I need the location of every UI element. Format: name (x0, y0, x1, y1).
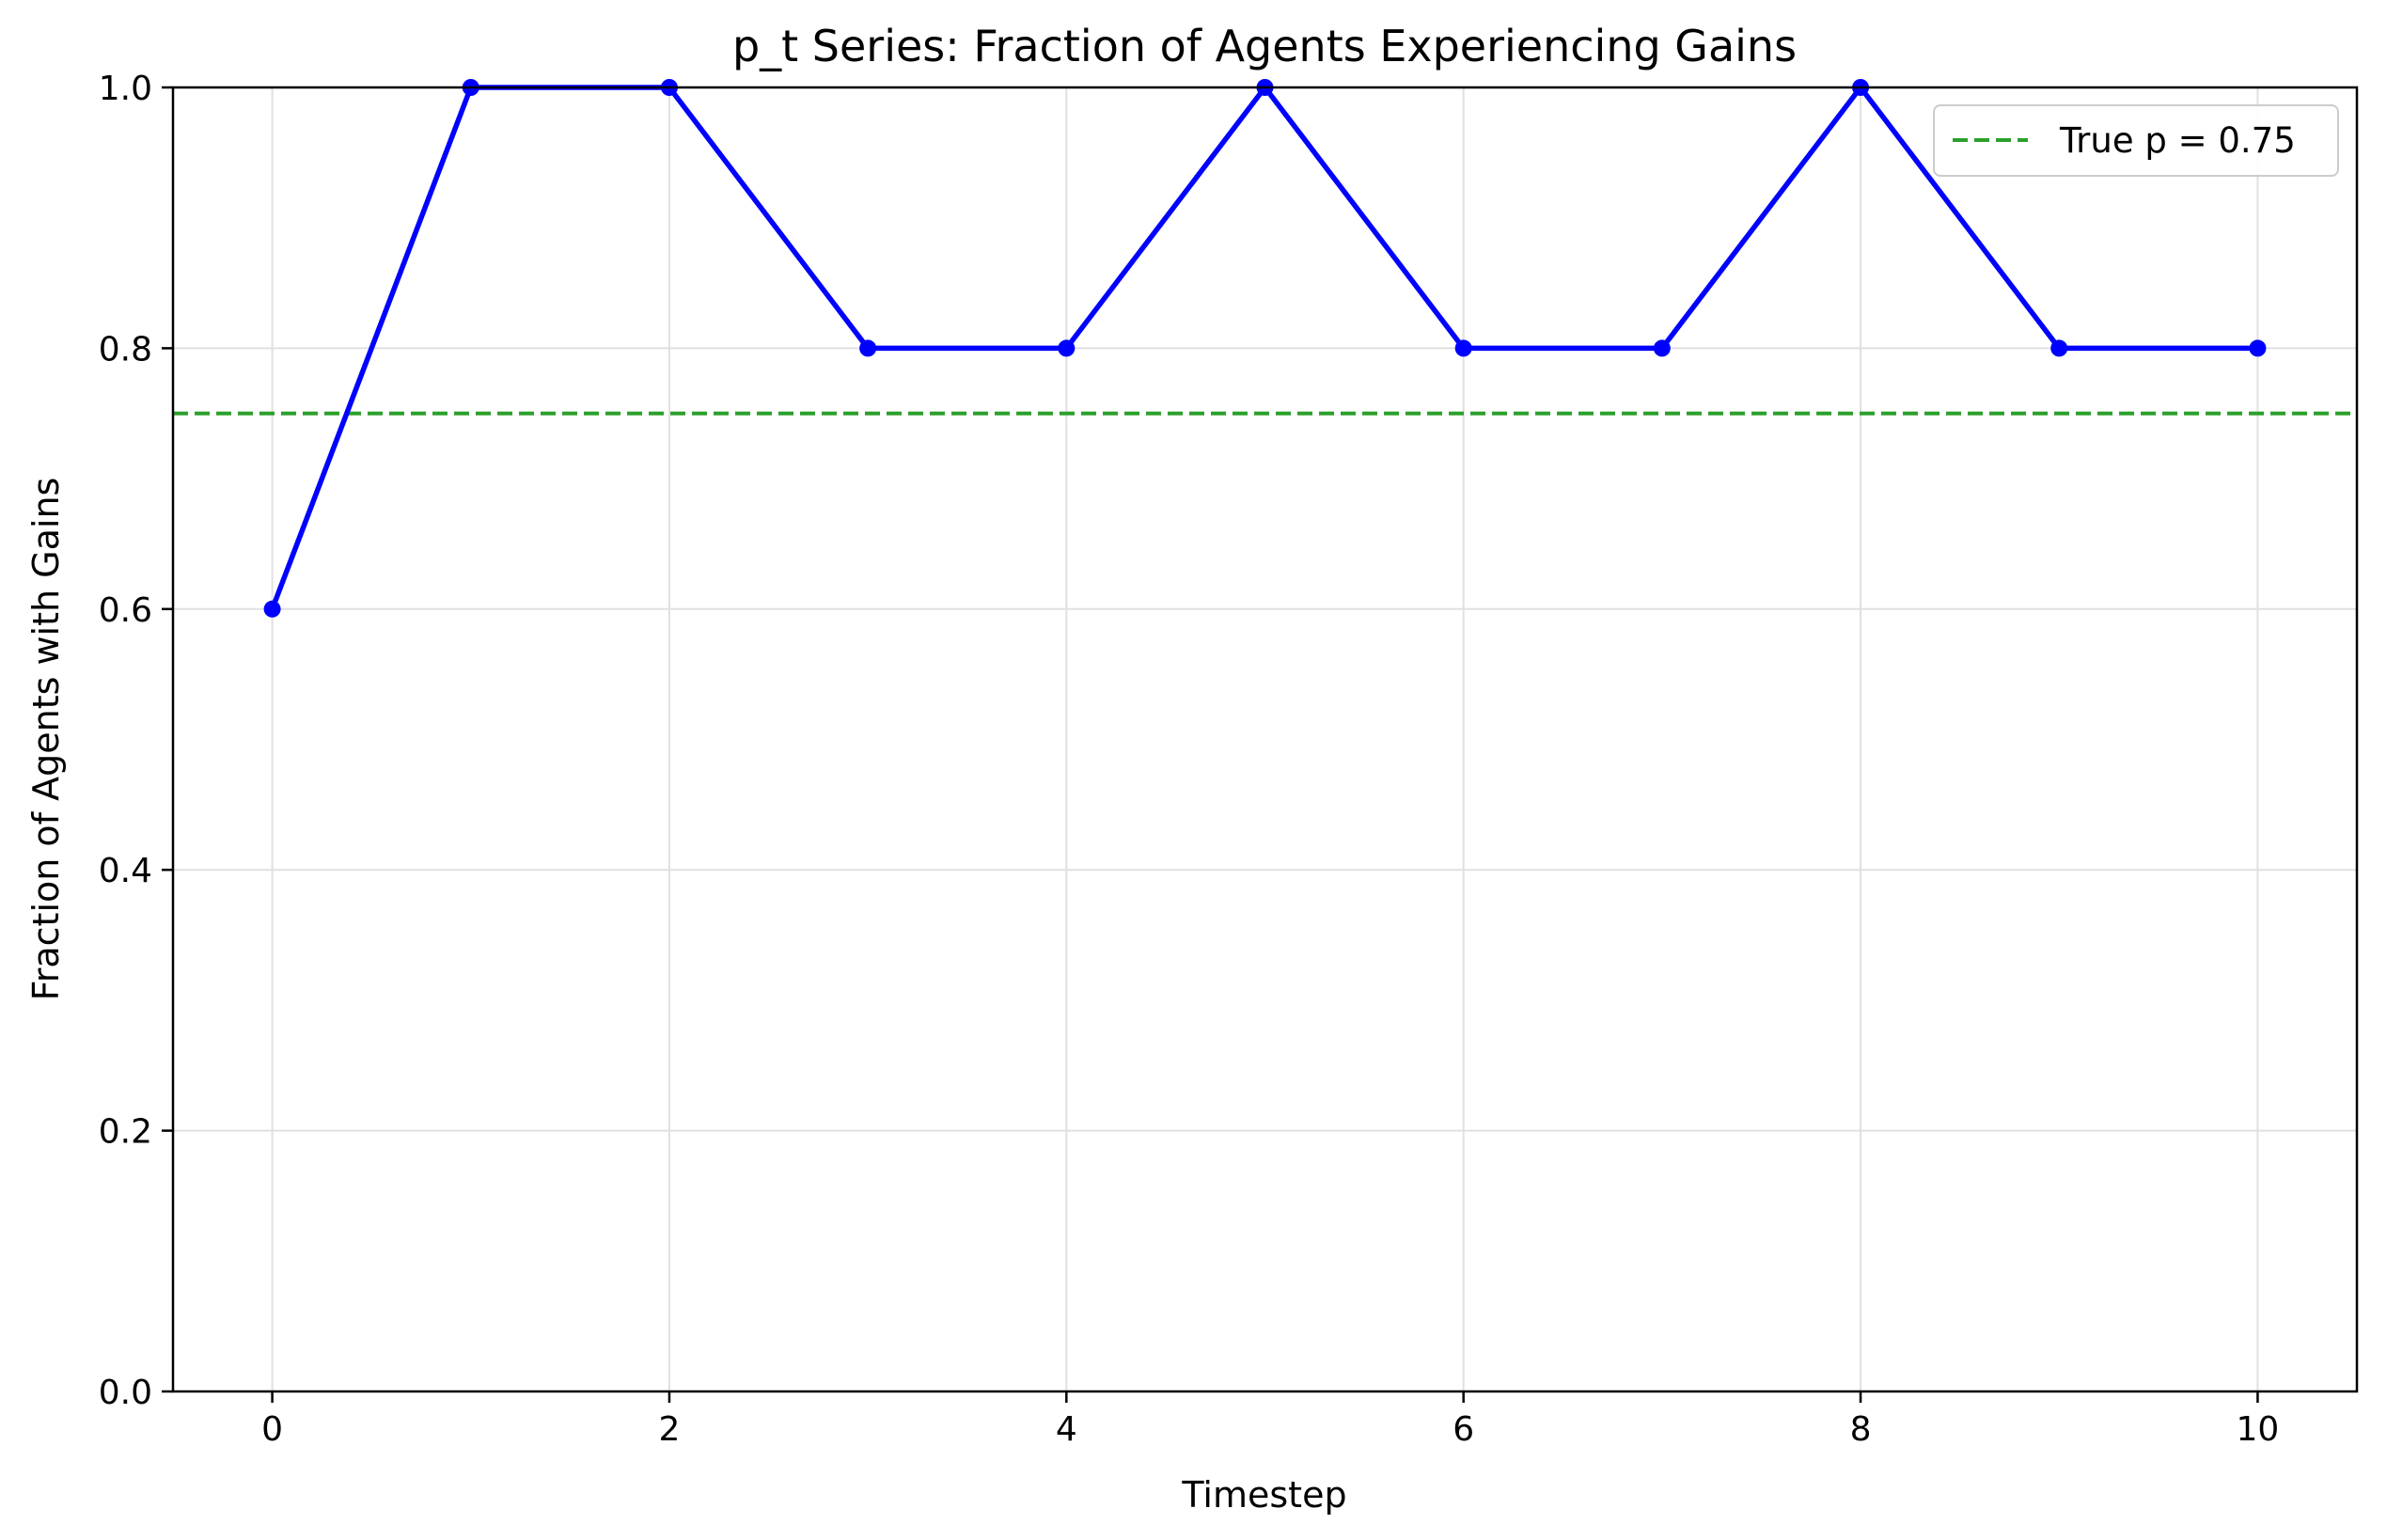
series-point (1454, 339, 1472, 357)
x-tick-label: 2 (659, 1410, 681, 1449)
legend: True p = 0.75 (1933, 104, 2339, 177)
y-tick-label: 0.2 (99, 1113, 152, 1152)
x-tick-label: 0 (261, 1410, 283, 1449)
x-tick-label: 10 (2237, 1410, 2280, 1449)
x-tick-label: 4 (1056, 1410, 1077, 1449)
y-axis-label: Fraction of Agents with Gains (25, 478, 67, 1001)
y-tick-label: 1.0 (99, 70, 152, 108)
y-tick-label: 0.0 (99, 1374, 152, 1412)
series-point (2050, 339, 2068, 357)
chart-title: p_t Series: Fraction of Agents Experienc… (732, 21, 1797, 71)
y-axis-ticks: 0.0 0.2 0.4 0.6 0.8 1.0 (99, 70, 173, 1412)
series-point (1653, 339, 1671, 357)
x-tick-label: 6 (1453, 1410, 1474, 1449)
x-axis-ticks: 0 2 4 6 8 10 (261, 1391, 2279, 1449)
legend-reference-label: True p = 0.75 (2059, 120, 2296, 161)
x-tick-label: 8 (1850, 1410, 1872, 1449)
series-point (263, 600, 281, 618)
y-tick-label: 0.6 (99, 591, 152, 630)
y-tick-label: 0.8 (99, 330, 152, 369)
legend-box (1933, 104, 2339, 177)
y-tick-label: 0.4 (99, 852, 152, 890)
series-point (1058, 339, 1076, 357)
plot-frame (171, 86, 2359, 1393)
x-axis-label: Timestep (1181, 1474, 1346, 1516)
series-point (2249, 339, 2267, 357)
series-point (859, 339, 877, 357)
